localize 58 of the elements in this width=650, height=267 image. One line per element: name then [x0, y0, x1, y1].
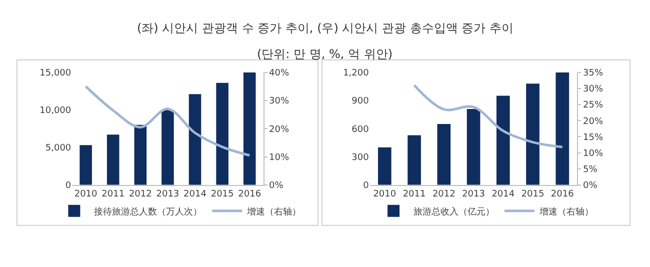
y-tick-label: 1,200: [343, 68, 370, 79]
x-tick-label: 2014: [184, 190, 207, 200]
legend-label: 增速（右轴）: [538, 206, 594, 218]
bar: [134, 124, 147, 185]
bar: [437, 124, 451, 185]
y2-tick-label: 35%: [583, 68, 604, 79]
y2-tick-label: 20%: [583, 116, 604, 127]
bar: [378, 147, 392, 185]
y2-tick-label: 10%: [269, 152, 290, 163]
y2-tick-label: 15%: [583, 132, 604, 143]
bar: [556, 72, 570, 185]
y2-tick-label: 40%: [269, 68, 290, 79]
y-tick-label: 600: [352, 124, 370, 135]
bar: [466, 108, 480, 185]
line-series: [84, 85, 251, 157]
bar: [408, 135, 421, 185]
x-tick-label: 2012: [432, 190, 456, 200]
y-tick-label: 900: [352, 96, 370, 107]
bar: [243, 72, 256, 185]
line-series: [413, 84, 564, 148]
bar: [80, 145, 92, 185]
y2-tick-label: 0%: [583, 181, 598, 192]
bar: [526, 84, 540, 185]
y2-tick-label: 20%: [269, 124, 290, 135]
x-tick-label: 2010: [373, 190, 396, 200]
bar: [216, 82, 228, 185]
y2-tick-label: 5%: [583, 165, 598, 175]
text: (단위: 만 명, %, 억 위안): [257, 47, 393, 61]
legend-label: 增速（右轴）: [246, 206, 302, 218]
bar: [496, 96, 510, 185]
x-tick-label: 2014: [492, 190, 515, 200]
y-tick-label: 5,000: [45, 144, 72, 154]
y2-tick-label: 30%: [583, 84, 604, 95]
x-tick-label: 2015: [210, 190, 234, 200]
bar: [162, 110, 174, 185]
legend-label: 旅游总收入（亿元）: [414, 206, 495, 218]
y-tick-label: 300: [352, 152, 370, 163]
x-tick-label: 2011: [102, 190, 125, 200]
y2-tick-label: 0%: [269, 181, 284, 192]
y2-tick-label: 25%: [583, 100, 604, 111]
y2-tick-label: 10%: [583, 148, 604, 159]
y-tick-label: 10,000: [40, 106, 72, 116]
legend-label: 接待旅游总人数（万人次）: [94, 206, 202, 218]
x-tick-label: 2013: [156, 190, 180, 200]
y-tick-label: 0: [363, 181, 370, 192]
y-tick-label: 0: [65, 181, 72, 192]
x-tick-label: 2016: [550, 190, 574, 200]
x-tick-label: 2013: [462, 190, 485, 200]
x-tick-label: 2016: [238, 190, 262, 200]
x-tick-label: 2010: [74, 190, 98, 200]
x-tick-label: 2012: [128, 190, 152, 200]
text: (좌) 시안시 관광객 수 증가 추이, (우) 시안시 관광 총수입액 증가 추이: [137, 21, 514, 35]
x-tick-label: 2011: [402, 190, 426, 200]
bar: [188, 94, 202, 185]
y2-tick-label: 30%: [269, 96, 290, 107]
x-tick-label: 2015: [521, 190, 544, 200]
bar: [106, 134, 120, 185]
y-tick-label: 15,000: [40, 68, 72, 79]
